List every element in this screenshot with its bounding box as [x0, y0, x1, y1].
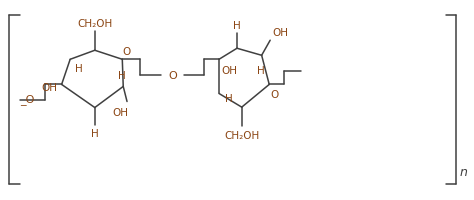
Text: O: O: [270, 90, 278, 100]
Text: CH₂OH: CH₂OH: [77, 19, 112, 29]
Text: H: H: [233, 21, 241, 31]
Text: H: H: [91, 128, 99, 138]
Text: _O: _O: [20, 94, 34, 104]
Text: OH: OH: [41, 83, 57, 93]
Text: OH: OH: [222, 65, 238, 75]
Text: H: H: [118, 71, 125, 81]
Text: O: O: [168, 71, 177, 81]
Text: H: H: [225, 94, 233, 104]
Text: O: O: [122, 46, 130, 56]
Text: H: H: [75, 63, 83, 73]
Text: OH: OH: [273, 28, 289, 38]
Text: CH₂OH: CH₂OH: [224, 130, 259, 140]
Text: OH: OH: [113, 107, 129, 117]
Text: H: H: [257, 65, 265, 75]
Text: n: n: [460, 165, 468, 178]
